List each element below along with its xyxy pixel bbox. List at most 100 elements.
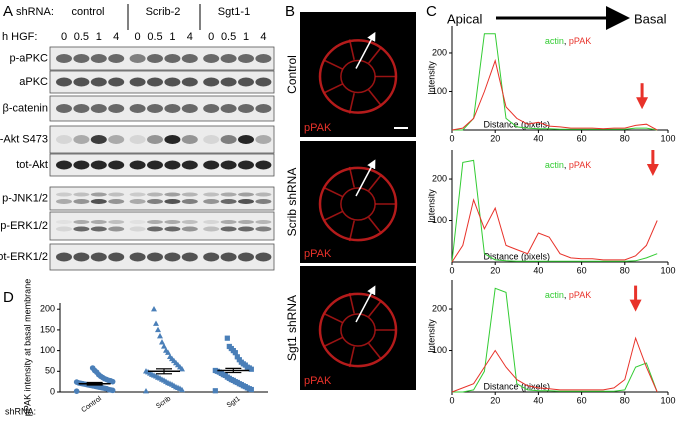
cell-border (368, 89, 383, 107)
blot-band (220, 192, 237, 197)
blot-band (129, 135, 146, 144)
blot-band (220, 77, 237, 87)
cell-border (348, 166, 355, 188)
image-row-label: Scrib shRNA (285, 168, 299, 237)
point (155, 326, 161, 333)
blot-band (181, 199, 198, 204)
x-axis-title: Distance (pixels) (484, 119, 551, 129)
blot-label: p-ERK1/2 (0, 220, 48, 232)
timepoint: 0.5 (147, 31, 162, 43)
blot-label: p-JNK1/2 (2, 192, 48, 204)
point (224, 335, 230, 341)
blot-band (108, 192, 125, 197)
blot-band (108, 220, 125, 224)
blot-band (220, 220, 237, 224)
x-tick-label: 60 (577, 265, 587, 275)
data-line (452, 287, 658, 393)
blot-band (56, 104, 72, 113)
blot-band (181, 77, 198, 87)
blot-band (164, 160, 181, 170)
blot-label: p-Akt S473 (0, 133, 48, 145)
cell-border (348, 292, 355, 314)
blot-band (73, 192, 90, 197)
cell-border (368, 173, 383, 192)
blot-band (255, 226, 272, 232)
blot-band (147, 160, 163, 170)
legend-separator: , (564, 36, 569, 46)
blot-band (90, 104, 107, 113)
blot-band (147, 192, 163, 197)
blot-band (90, 54, 107, 63)
blot-strip (49, 125, 275, 154)
cell-border (323, 336, 343, 348)
y-tick-label: 150 (40, 324, 55, 334)
x-tick-label: 100 (660, 133, 675, 143)
blot-band (220, 104, 237, 113)
x-tick-label: 0 (449, 265, 454, 275)
blot-band (129, 77, 146, 87)
blot-band (255, 252, 272, 262)
x-tick-label: 20 (490, 265, 500, 275)
y-tick-label: 200 (432, 303, 447, 313)
blot-band (73, 77, 90, 87)
point (212, 367, 218, 374)
cell-border (368, 342, 383, 361)
micrograph (300, 141, 416, 263)
blot-band (181, 54, 198, 63)
cell-border (368, 216, 383, 235)
blot-label: β-catenin (3, 102, 48, 114)
timepoint: 1 (96, 31, 102, 43)
blot-band (129, 252, 146, 262)
blot-band (147, 104, 163, 113)
blot-band (108, 77, 125, 87)
cell-border (348, 92, 355, 114)
blot-band (238, 252, 254, 262)
stain-label: pPAK (304, 248, 332, 260)
cell-border (368, 299, 383, 318)
y-axis-title: Intensity (426, 61, 436, 95)
point (153, 320, 159, 326)
timepoint: 4 (260, 31, 266, 43)
blot-band (90, 77, 107, 87)
y-tick-label: 100 (432, 215, 447, 225)
blot-band (181, 160, 198, 170)
blot-band (90, 252, 107, 262)
blot-band (203, 220, 220, 224)
blot-band (56, 220, 72, 224)
blot-band (147, 199, 163, 204)
cell-border (368, 46, 383, 64)
blot-band (147, 135, 163, 144)
group-label: control (71, 6, 104, 18)
image-row-label: Sgt1 shRNA (285, 295, 299, 361)
blot-strip (49, 211, 275, 241)
data-line (451, 58, 658, 131)
hgf-label: h HGF: (2, 31, 37, 43)
micrograph (300, 12, 416, 137)
panel-label: D (3, 289, 14, 306)
blot-band (203, 54, 220, 63)
x-tick-label: 60 (577, 395, 587, 405)
blot-band (164, 104, 181, 113)
blot-band (56, 192, 72, 197)
blot-label: tot-Akt (16, 159, 48, 171)
lumen-outline (340, 187, 376, 221)
basal-label: Basal (634, 11, 667, 26)
x-tick-label: 80 (620, 395, 630, 405)
blot-band (129, 160, 146, 170)
blot-band (220, 160, 237, 170)
x-tick-label: 20 (490, 395, 500, 405)
point (159, 339, 165, 345)
legend-entry: pPAK (569, 36, 591, 46)
blot-band (73, 226, 90, 232)
cell-border (323, 210, 343, 222)
shrna-label: shRNA: (16, 6, 54, 18)
point (234, 354, 240, 360)
panel-label: A (3, 3, 13, 20)
blot-band (147, 54, 163, 63)
blot-band (255, 160, 272, 170)
blot-band (90, 226, 107, 232)
x-tick-label: 80 (620, 265, 630, 275)
blot-band (238, 226, 254, 232)
x-tick-label: 40 (533, 395, 543, 405)
